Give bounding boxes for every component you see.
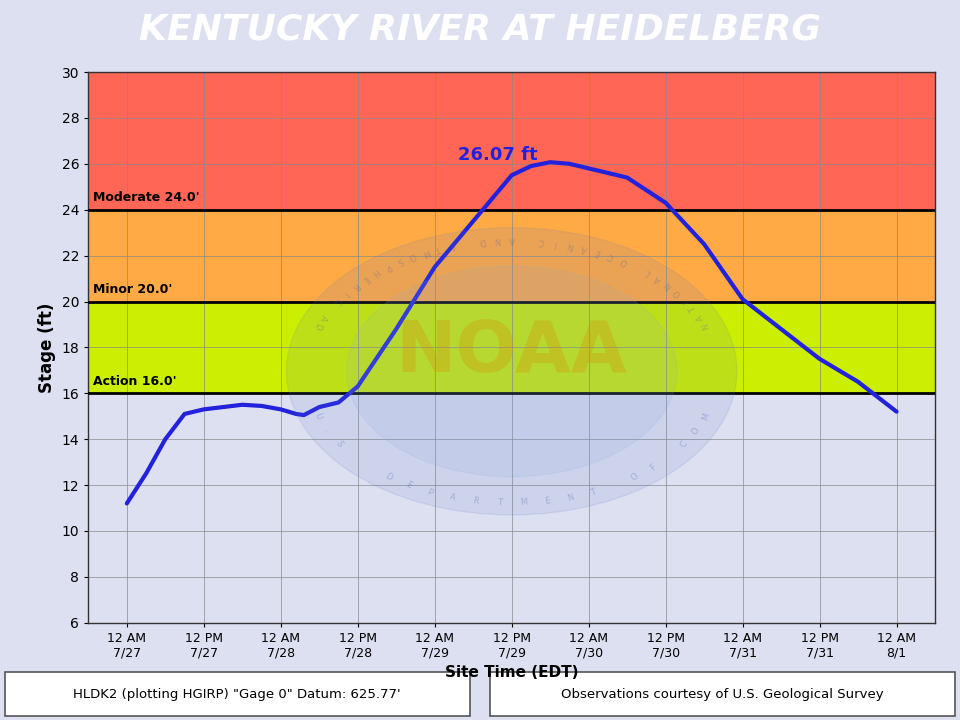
- Text: E: E: [544, 496, 551, 506]
- Text: A: A: [509, 235, 515, 244]
- Text: E: E: [593, 246, 602, 257]
- Text: A: A: [653, 274, 663, 284]
- Text: D: D: [478, 236, 486, 246]
- Bar: [88, 72, 935, 210]
- Text: O: O: [672, 288, 684, 298]
- Text: P: P: [426, 487, 434, 498]
- Text: NOAA: NOAA: [396, 318, 628, 387]
- Text: O: O: [618, 256, 629, 266]
- Text: N: N: [493, 235, 500, 245]
- Text: T: T: [497, 498, 502, 508]
- Text: C: C: [538, 236, 545, 246]
- Text: Moderate 24.0': Moderate 24.0': [92, 191, 199, 204]
- Text: U: U: [312, 412, 323, 420]
- Text: T: T: [589, 487, 597, 498]
- Text: I: I: [342, 289, 350, 297]
- Text: T: T: [435, 243, 443, 253]
- Text: A: A: [318, 313, 328, 322]
- Text: P: P: [382, 261, 392, 271]
- Text: M: M: [519, 498, 528, 508]
- X-axis label: Site Time (EDT): Site Time (EDT): [444, 665, 579, 680]
- Y-axis label: Stage (ft): Stage (ft): [38, 302, 56, 392]
- Text: C: C: [332, 296, 343, 306]
- Text: D: D: [312, 322, 323, 331]
- Text: I: I: [554, 238, 558, 248]
- Text: A: A: [449, 240, 457, 251]
- Text: S: S: [334, 439, 345, 449]
- Text: N: N: [566, 492, 575, 503]
- Text: M: M: [420, 246, 431, 257]
- FancyBboxPatch shape: [490, 672, 955, 716]
- Text: A: A: [448, 492, 457, 503]
- Text: L: L: [643, 267, 652, 277]
- Text: O: O: [690, 426, 702, 436]
- Bar: [88, 210, 935, 302]
- Text: .: .: [323, 427, 332, 433]
- Text: F: F: [649, 462, 659, 472]
- Text: H: H: [371, 266, 381, 278]
- Text: T: T: [688, 305, 699, 313]
- FancyBboxPatch shape: [5, 672, 470, 716]
- Text: R: R: [472, 496, 479, 506]
- Text: M: M: [700, 411, 711, 421]
- Text: E: E: [404, 480, 413, 490]
- Text: O: O: [630, 472, 640, 482]
- Text: C: C: [607, 251, 616, 261]
- Text: N: N: [701, 322, 711, 331]
- Bar: [88, 393, 935, 623]
- Text: Observations courtesy of U.S. Geological Survey: Observations courtesy of U.S. Geological…: [561, 688, 883, 701]
- Text: D: D: [383, 472, 394, 482]
- Text: HLDK2 (plotting HGIRP) "Gage 0" Datum: 625.77': HLDK2 (plotting HGIRP) "Gage 0" Datum: 6…: [73, 688, 401, 701]
- Text: A: A: [695, 313, 706, 322]
- Text: N: N: [663, 280, 674, 291]
- Circle shape: [347, 266, 677, 477]
- Text: S: S: [395, 256, 404, 266]
- Text: O: O: [407, 251, 418, 261]
- Text: C: C: [679, 438, 689, 449]
- Bar: [88, 302, 935, 393]
- Text: R: R: [349, 281, 360, 291]
- Text: E: E: [360, 274, 370, 284]
- Text: KENTUCKY RIVER AT HEIDELBERG: KENTUCKY RIVER AT HEIDELBERG: [139, 12, 821, 47]
- Text: 26.07 ft: 26.07 ft: [458, 146, 538, 164]
- Text: A: A: [580, 243, 588, 253]
- Text: .: .: [349, 452, 358, 460]
- Text: I: I: [682, 297, 690, 305]
- Text: N: N: [565, 240, 574, 251]
- Circle shape: [286, 228, 737, 515]
- Text: Action 16.0': Action 16.0': [92, 374, 177, 387]
- Text: Minor 20.0': Minor 20.0': [92, 283, 172, 296]
